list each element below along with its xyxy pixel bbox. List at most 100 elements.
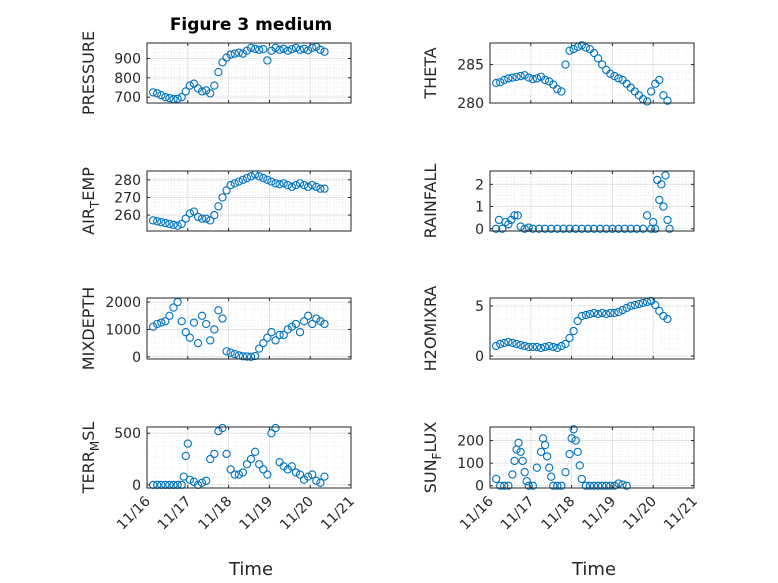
data-point xyxy=(655,306,664,316)
data-point xyxy=(287,45,296,54)
data-point xyxy=(169,220,178,229)
data-point xyxy=(279,44,288,53)
data-point xyxy=(320,47,329,56)
data-point xyxy=(557,87,566,96)
y-tick-label: 2 xyxy=(475,177,484,193)
data-point xyxy=(234,48,243,57)
y-tick-label: 270 xyxy=(114,190,141,206)
axes-box xyxy=(489,42,695,104)
y-tick-label: 2000 xyxy=(105,295,141,311)
data-point xyxy=(524,481,533,490)
y-tick-label: 0 xyxy=(475,479,484,495)
data-point xyxy=(491,474,501,484)
data-point xyxy=(510,211,519,220)
data-point xyxy=(581,43,591,52)
data-point xyxy=(255,460,264,469)
data-point xyxy=(259,465,268,474)
x-tick-label: 11/19 xyxy=(236,494,276,534)
data-point xyxy=(157,218,166,227)
data-point xyxy=(275,330,284,340)
data-point xyxy=(308,43,317,52)
data-point xyxy=(255,172,264,181)
data-point xyxy=(598,60,607,69)
data-point xyxy=(177,219,186,229)
data-point xyxy=(522,477,531,486)
data-point xyxy=(226,465,235,474)
data-point xyxy=(593,309,603,319)
data-point xyxy=(197,87,207,96)
data-point xyxy=(263,56,272,65)
data-point xyxy=(242,352,252,361)
subplot-6: 0 5 H2OMIXRA xyxy=(421,286,695,371)
x-tick-label: 11/20 xyxy=(620,494,660,534)
y-tick-label: 1000 xyxy=(105,322,141,338)
data-point xyxy=(308,470,317,479)
y-tick-label: 100 xyxy=(457,456,484,472)
data-point xyxy=(183,439,192,448)
data-point xyxy=(242,173,252,183)
data-point xyxy=(189,318,199,327)
data-point xyxy=(316,45,325,54)
data-point xyxy=(173,94,182,103)
data-point xyxy=(520,468,529,477)
data-point xyxy=(581,481,591,490)
data-point xyxy=(197,478,207,487)
y-tick-label: 285 xyxy=(457,58,484,74)
data-point xyxy=(312,314,321,323)
data-point xyxy=(593,481,603,490)
data-point xyxy=(606,69,615,78)
data-point xyxy=(230,179,239,188)
data-point xyxy=(291,180,301,190)
data-point xyxy=(571,436,580,445)
data-point xyxy=(189,207,199,216)
data-point xyxy=(238,468,248,477)
data-point xyxy=(542,452,552,461)
data-point xyxy=(528,75,537,84)
y-tick-label: 260 xyxy=(114,208,141,224)
data-point xyxy=(663,96,672,105)
data-point xyxy=(250,447,260,456)
data-point xyxy=(202,214,211,223)
data-point xyxy=(226,348,235,357)
data-point xyxy=(185,209,194,218)
data-point xyxy=(651,224,660,233)
x-tick-label: 11/21 xyxy=(661,494,701,534)
data-point xyxy=(596,224,605,233)
axes-box xyxy=(146,426,352,489)
data-point xyxy=(275,180,284,189)
y-tick-label: 800 xyxy=(114,71,141,87)
data-point xyxy=(553,85,562,94)
data-point xyxy=(230,349,239,359)
data-point xyxy=(659,202,668,211)
data-point xyxy=(287,462,296,471)
data-point xyxy=(295,328,305,337)
data-point xyxy=(267,429,276,438)
data-point xyxy=(575,461,584,470)
data-point xyxy=(577,311,586,321)
data-point xyxy=(214,202,223,211)
data-point xyxy=(230,49,239,58)
data-point xyxy=(545,341,554,351)
x-axis-label-left: Time xyxy=(228,559,273,580)
data-point xyxy=(661,171,670,180)
y-axis-label: PRESSURE xyxy=(79,31,98,115)
data-point xyxy=(496,339,505,349)
data-point xyxy=(513,211,522,220)
data-point xyxy=(316,478,325,487)
data-point xyxy=(491,78,501,88)
data-point xyxy=(230,470,239,479)
data-point xyxy=(659,91,668,100)
data-point xyxy=(614,74,623,83)
data-point xyxy=(210,210,219,220)
y-axis-label: SUNFLUX xyxy=(421,422,444,494)
data-point xyxy=(242,460,252,469)
data-point xyxy=(312,476,321,485)
subplot-1: 700 800 900 PRESSURE xyxy=(79,31,352,115)
y-tick-label: 200 xyxy=(457,434,484,450)
data-point xyxy=(496,78,505,87)
data-point xyxy=(520,224,529,233)
data-point xyxy=(210,325,219,334)
data-point xyxy=(583,224,593,233)
data-point xyxy=(569,45,578,54)
